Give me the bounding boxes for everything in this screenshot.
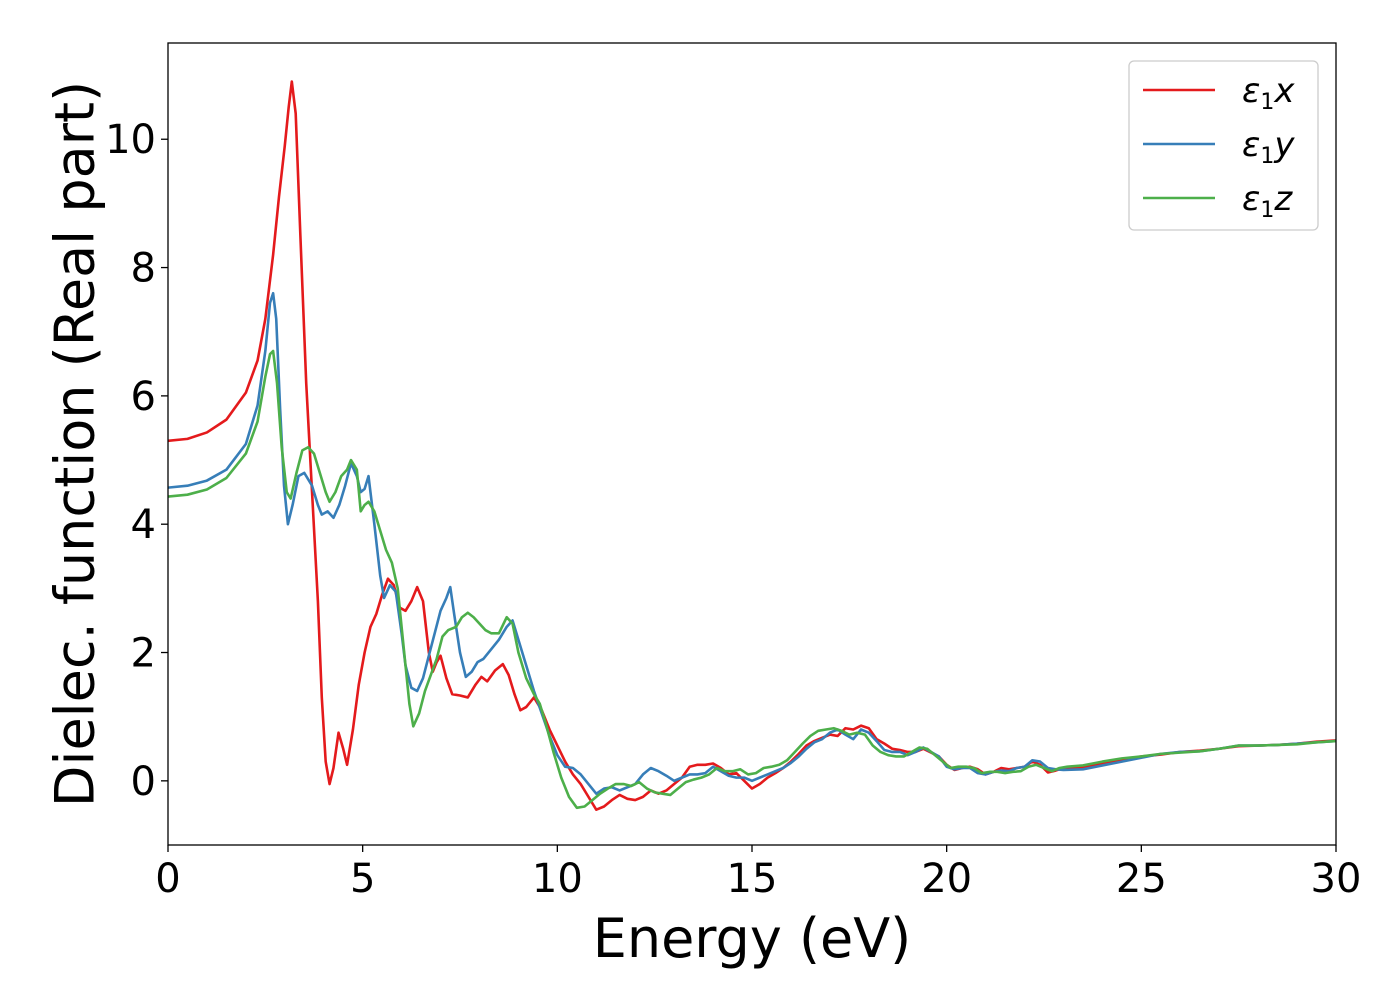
legend-label-base: ε	[1242, 179, 1260, 219]
legend-label-component: y	[1273, 125, 1295, 165]
legend-label-base: ε	[1242, 125, 1260, 165]
x-axis: 0 5 10 15 20 25 30	[155, 845, 1361, 902]
y-tick-label: 4	[131, 502, 156, 548]
x-tick-label: 0	[155, 856, 180, 902]
legend-label-subscript: 1	[1260, 198, 1274, 223]
y-tick-label: 8	[131, 246, 156, 292]
x-tick-label: 10	[532, 856, 583, 902]
x-tick-label: 20	[921, 856, 972, 902]
y-axis-title: Dielec. function (Real part)	[44, 81, 107, 807]
legend-label-subscript: 1	[1260, 144, 1274, 169]
legend-label-subscript: 1	[1260, 90, 1274, 115]
legend-label: ε1y	[1242, 125, 1295, 169]
y-tick-label: 10	[105, 117, 156, 163]
legend-label-component: x	[1273, 71, 1295, 111]
legend-label-component: z	[1273, 179, 1293, 219]
legend-label: ε1z	[1242, 179, 1293, 223]
y-tick-label: 6	[131, 374, 156, 420]
x-tick-label: 15	[727, 856, 778, 902]
x-tick-label: 5	[350, 856, 375, 902]
y-tick-label: 2	[131, 631, 156, 677]
y-tick-label: 0	[131, 759, 156, 805]
legend-label: ε1x	[1242, 71, 1295, 115]
x-tick-label: 25	[1116, 856, 1167, 902]
y-axis: 0 2 4 6 8 10	[105, 117, 168, 805]
series-line-z	[168, 349, 1336, 810]
x-tick-label: 30	[1311, 856, 1362, 902]
x-axis-title: Energy (eV)	[593, 907, 912, 970]
legend-label-base: ε	[1242, 71, 1260, 111]
series-layer	[168, 80, 1336, 812]
legend-box	[1128, 60, 1319, 231]
